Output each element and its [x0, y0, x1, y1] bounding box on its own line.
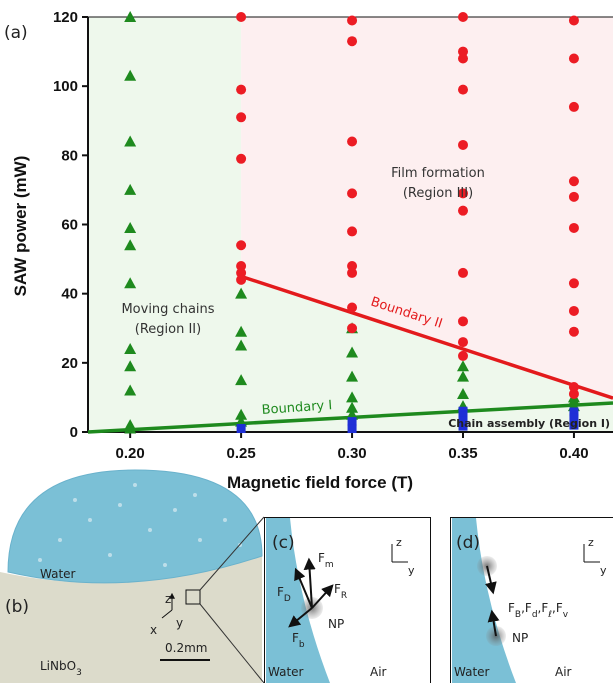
label: LiNbO — [40, 659, 76, 673]
panel-label: (a) — [4, 23, 28, 43]
point — [569, 192, 579, 202]
axis-label: x — [150, 623, 157, 637]
point — [347, 15, 357, 25]
label: Air — [370, 665, 387, 679]
y-axis-label: SAW power (mW) — [11, 156, 30, 297]
point — [347, 323, 357, 333]
point — [237, 424, 246, 433]
scale-label: 0.2mm — [165, 641, 207, 655]
x-tick-label: 0.40 — [559, 445, 588, 462]
axis-label: y — [600, 564, 607, 577]
point — [458, 12, 468, 22]
label: m — [325, 560, 334, 570]
point — [458, 316, 468, 326]
point — [236, 154, 246, 164]
axis-label: z — [165, 592, 171, 606]
point — [236, 12, 246, 22]
label: b — [299, 640, 305, 650]
point — [569, 278, 579, 288]
y-tick-label: 100 — [53, 78, 78, 95]
point — [347, 226, 357, 236]
label: Water — [268, 665, 304, 679]
point — [458, 54, 468, 64]
point — [236, 240, 246, 250]
label: 3 — [76, 668, 82, 678]
point — [348, 424, 357, 433]
point — [347, 36, 357, 46]
region-label: Moving chains — [121, 302, 214, 317]
y-tick-label: 60 — [61, 217, 78, 234]
axis-label: z — [588, 536, 594, 549]
label: Water — [40, 567, 76, 581]
label: R — [341, 591, 347, 601]
point — [569, 327, 579, 337]
y-tick-label: 0 — [70, 424, 78, 441]
panel-c: (c) Fm FR FD Fb NP Water Air z y — [265, 518, 431, 683]
y-tick-label: 80 — [61, 147, 78, 164]
point — [569, 15, 579, 25]
point — [458, 268, 468, 278]
label: NP — [512, 631, 528, 645]
panel-label: (d) — [456, 533, 480, 553]
region-label: (Region II) — [135, 322, 201, 337]
x-tick-label: 0.35 — [448, 445, 477, 462]
point — [236, 85, 246, 95]
region-label: (Region III) — [403, 186, 473, 201]
point — [347, 188, 357, 198]
panel-b: Water (b) LiNbO3 z x y 0.2mm — [0, 470, 264, 683]
panel-d: (d) FB,Fd,Fℓ,Fv NP Water Air z y — [451, 518, 613, 683]
axis-label: z — [396, 536, 402, 549]
x-axis-label: Magnetic field force (T) — [227, 473, 413, 492]
x-tick-label: 0.20 — [116, 445, 145, 462]
axis-label: y — [408, 564, 415, 577]
point — [569, 389, 579, 399]
axis-label: y — [176, 616, 183, 630]
panel-label: (b) — [5, 597, 29, 617]
figure: 0204060801001200.200.250.300.350.40 (a) … — [0, 0, 613, 683]
label: D — [284, 594, 291, 604]
region-label: Chain assembly (Region I) — [448, 417, 610, 430]
point — [347, 137, 357, 147]
label: Air — [555, 665, 572, 679]
point — [458, 351, 468, 361]
point — [569, 54, 579, 64]
point — [347, 303, 357, 313]
label: NP — [328, 617, 344, 631]
x-tick-label: 0.30 — [337, 445, 366, 462]
label: Water — [454, 665, 490, 679]
point — [569, 223, 579, 233]
panel-label: (c) — [272, 533, 295, 553]
point — [347, 268, 357, 278]
point — [569, 102, 579, 112]
y-tick-label: 40 — [61, 286, 78, 303]
y-tick-label: 20 — [61, 355, 78, 372]
label: v — [563, 610, 569, 620]
point — [458, 140, 468, 150]
region-label: Film formation — [391, 166, 485, 181]
y-tick-label: 120 — [53, 9, 78, 26]
x-tick-label: 0.25 — [227, 445, 256, 462]
point — [458, 85, 468, 95]
point — [236, 112, 246, 122]
point — [458, 206, 468, 216]
point — [458, 337, 468, 347]
point — [569, 176, 579, 186]
point — [236, 275, 246, 285]
plot: 0 20 40 60 80 100 120 0.20 0.25 0.30 0.35 0.40 — [53, 9, 613, 462]
point — [569, 306, 579, 316]
